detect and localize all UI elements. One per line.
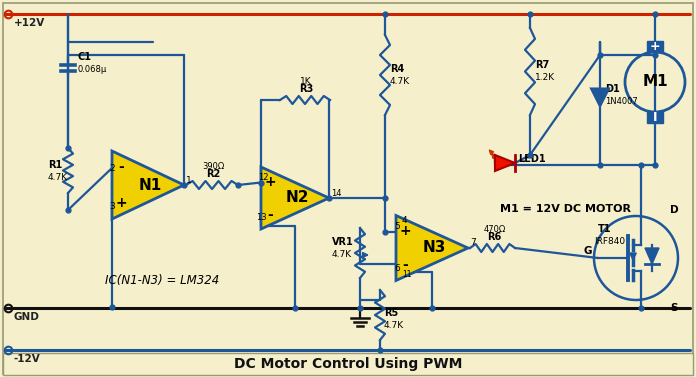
Text: 1.2K: 1.2K bbox=[535, 73, 555, 82]
FancyBboxPatch shape bbox=[647, 112, 663, 123]
Text: 470Ω: 470Ω bbox=[484, 225, 506, 234]
Text: D1: D1 bbox=[605, 84, 619, 94]
Text: R3: R3 bbox=[299, 84, 313, 94]
Text: 14: 14 bbox=[331, 189, 342, 198]
Text: IC(N1-N3) = LM324: IC(N1-N3) = LM324 bbox=[105, 274, 219, 287]
FancyBboxPatch shape bbox=[3, 353, 693, 375]
Text: N2: N2 bbox=[285, 190, 309, 205]
Polygon shape bbox=[591, 89, 609, 106]
Text: 390Ω: 390Ω bbox=[202, 162, 224, 171]
Text: C1: C1 bbox=[78, 52, 92, 62]
Text: 4.7K: 4.7K bbox=[48, 173, 68, 182]
Polygon shape bbox=[396, 216, 468, 280]
Text: 1: 1 bbox=[186, 176, 192, 185]
Text: R2: R2 bbox=[206, 169, 220, 179]
Polygon shape bbox=[261, 167, 329, 229]
Text: I: I bbox=[653, 111, 657, 124]
Text: 13: 13 bbox=[256, 213, 267, 222]
Text: N1: N1 bbox=[139, 178, 161, 193]
Text: 4: 4 bbox=[402, 216, 408, 225]
Text: T1: T1 bbox=[598, 224, 612, 234]
Text: 0.068µ: 0.068µ bbox=[78, 65, 107, 74]
Text: 7: 7 bbox=[470, 238, 476, 247]
FancyBboxPatch shape bbox=[647, 41, 663, 52]
Text: R6: R6 bbox=[487, 232, 502, 242]
Text: +: + bbox=[400, 224, 411, 238]
Text: -: - bbox=[402, 258, 408, 272]
Text: VR1: VR1 bbox=[332, 237, 354, 247]
Text: -: - bbox=[118, 160, 124, 174]
Text: 5: 5 bbox=[394, 222, 400, 231]
Text: 4.7K: 4.7K bbox=[390, 77, 410, 86]
Text: GND: GND bbox=[14, 312, 40, 322]
Text: -12V: -12V bbox=[14, 354, 41, 364]
Text: +: + bbox=[264, 175, 276, 188]
Text: R1: R1 bbox=[48, 160, 62, 170]
Text: DC Motor Control Using PWM: DC Motor Control Using PWM bbox=[234, 357, 462, 371]
Text: 1K: 1K bbox=[300, 77, 312, 86]
Text: M1: M1 bbox=[642, 75, 668, 89]
Text: R5: R5 bbox=[384, 308, 398, 318]
Text: LED1: LED1 bbox=[518, 154, 546, 164]
Text: 6: 6 bbox=[394, 264, 400, 273]
Text: R7: R7 bbox=[535, 60, 549, 70]
Text: M1 = 12V DC MOTOR: M1 = 12V DC MOTOR bbox=[500, 204, 631, 214]
Text: IRF840: IRF840 bbox=[594, 237, 625, 246]
Text: S: S bbox=[670, 303, 677, 313]
Polygon shape bbox=[112, 151, 184, 219]
Polygon shape bbox=[645, 248, 659, 264]
Text: -: - bbox=[267, 207, 273, 222]
Polygon shape bbox=[495, 155, 515, 171]
Text: +: + bbox=[115, 196, 127, 210]
Text: 2: 2 bbox=[109, 164, 115, 173]
Text: 1N4007: 1N4007 bbox=[605, 97, 638, 106]
Text: 3: 3 bbox=[109, 202, 115, 211]
Text: N3: N3 bbox=[422, 241, 445, 256]
Text: 4.7K: 4.7K bbox=[384, 321, 404, 330]
Text: 12: 12 bbox=[258, 173, 269, 181]
Text: R4: R4 bbox=[390, 64, 404, 74]
Text: G: G bbox=[584, 246, 592, 256]
Text: 4.7K: 4.7K bbox=[332, 250, 352, 259]
Text: D: D bbox=[670, 205, 679, 215]
Text: +12V: +12V bbox=[14, 18, 45, 28]
Text: +: + bbox=[649, 40, 661, 53]
Text: 11: 11 bbox=[402, 270, 411, 279]
